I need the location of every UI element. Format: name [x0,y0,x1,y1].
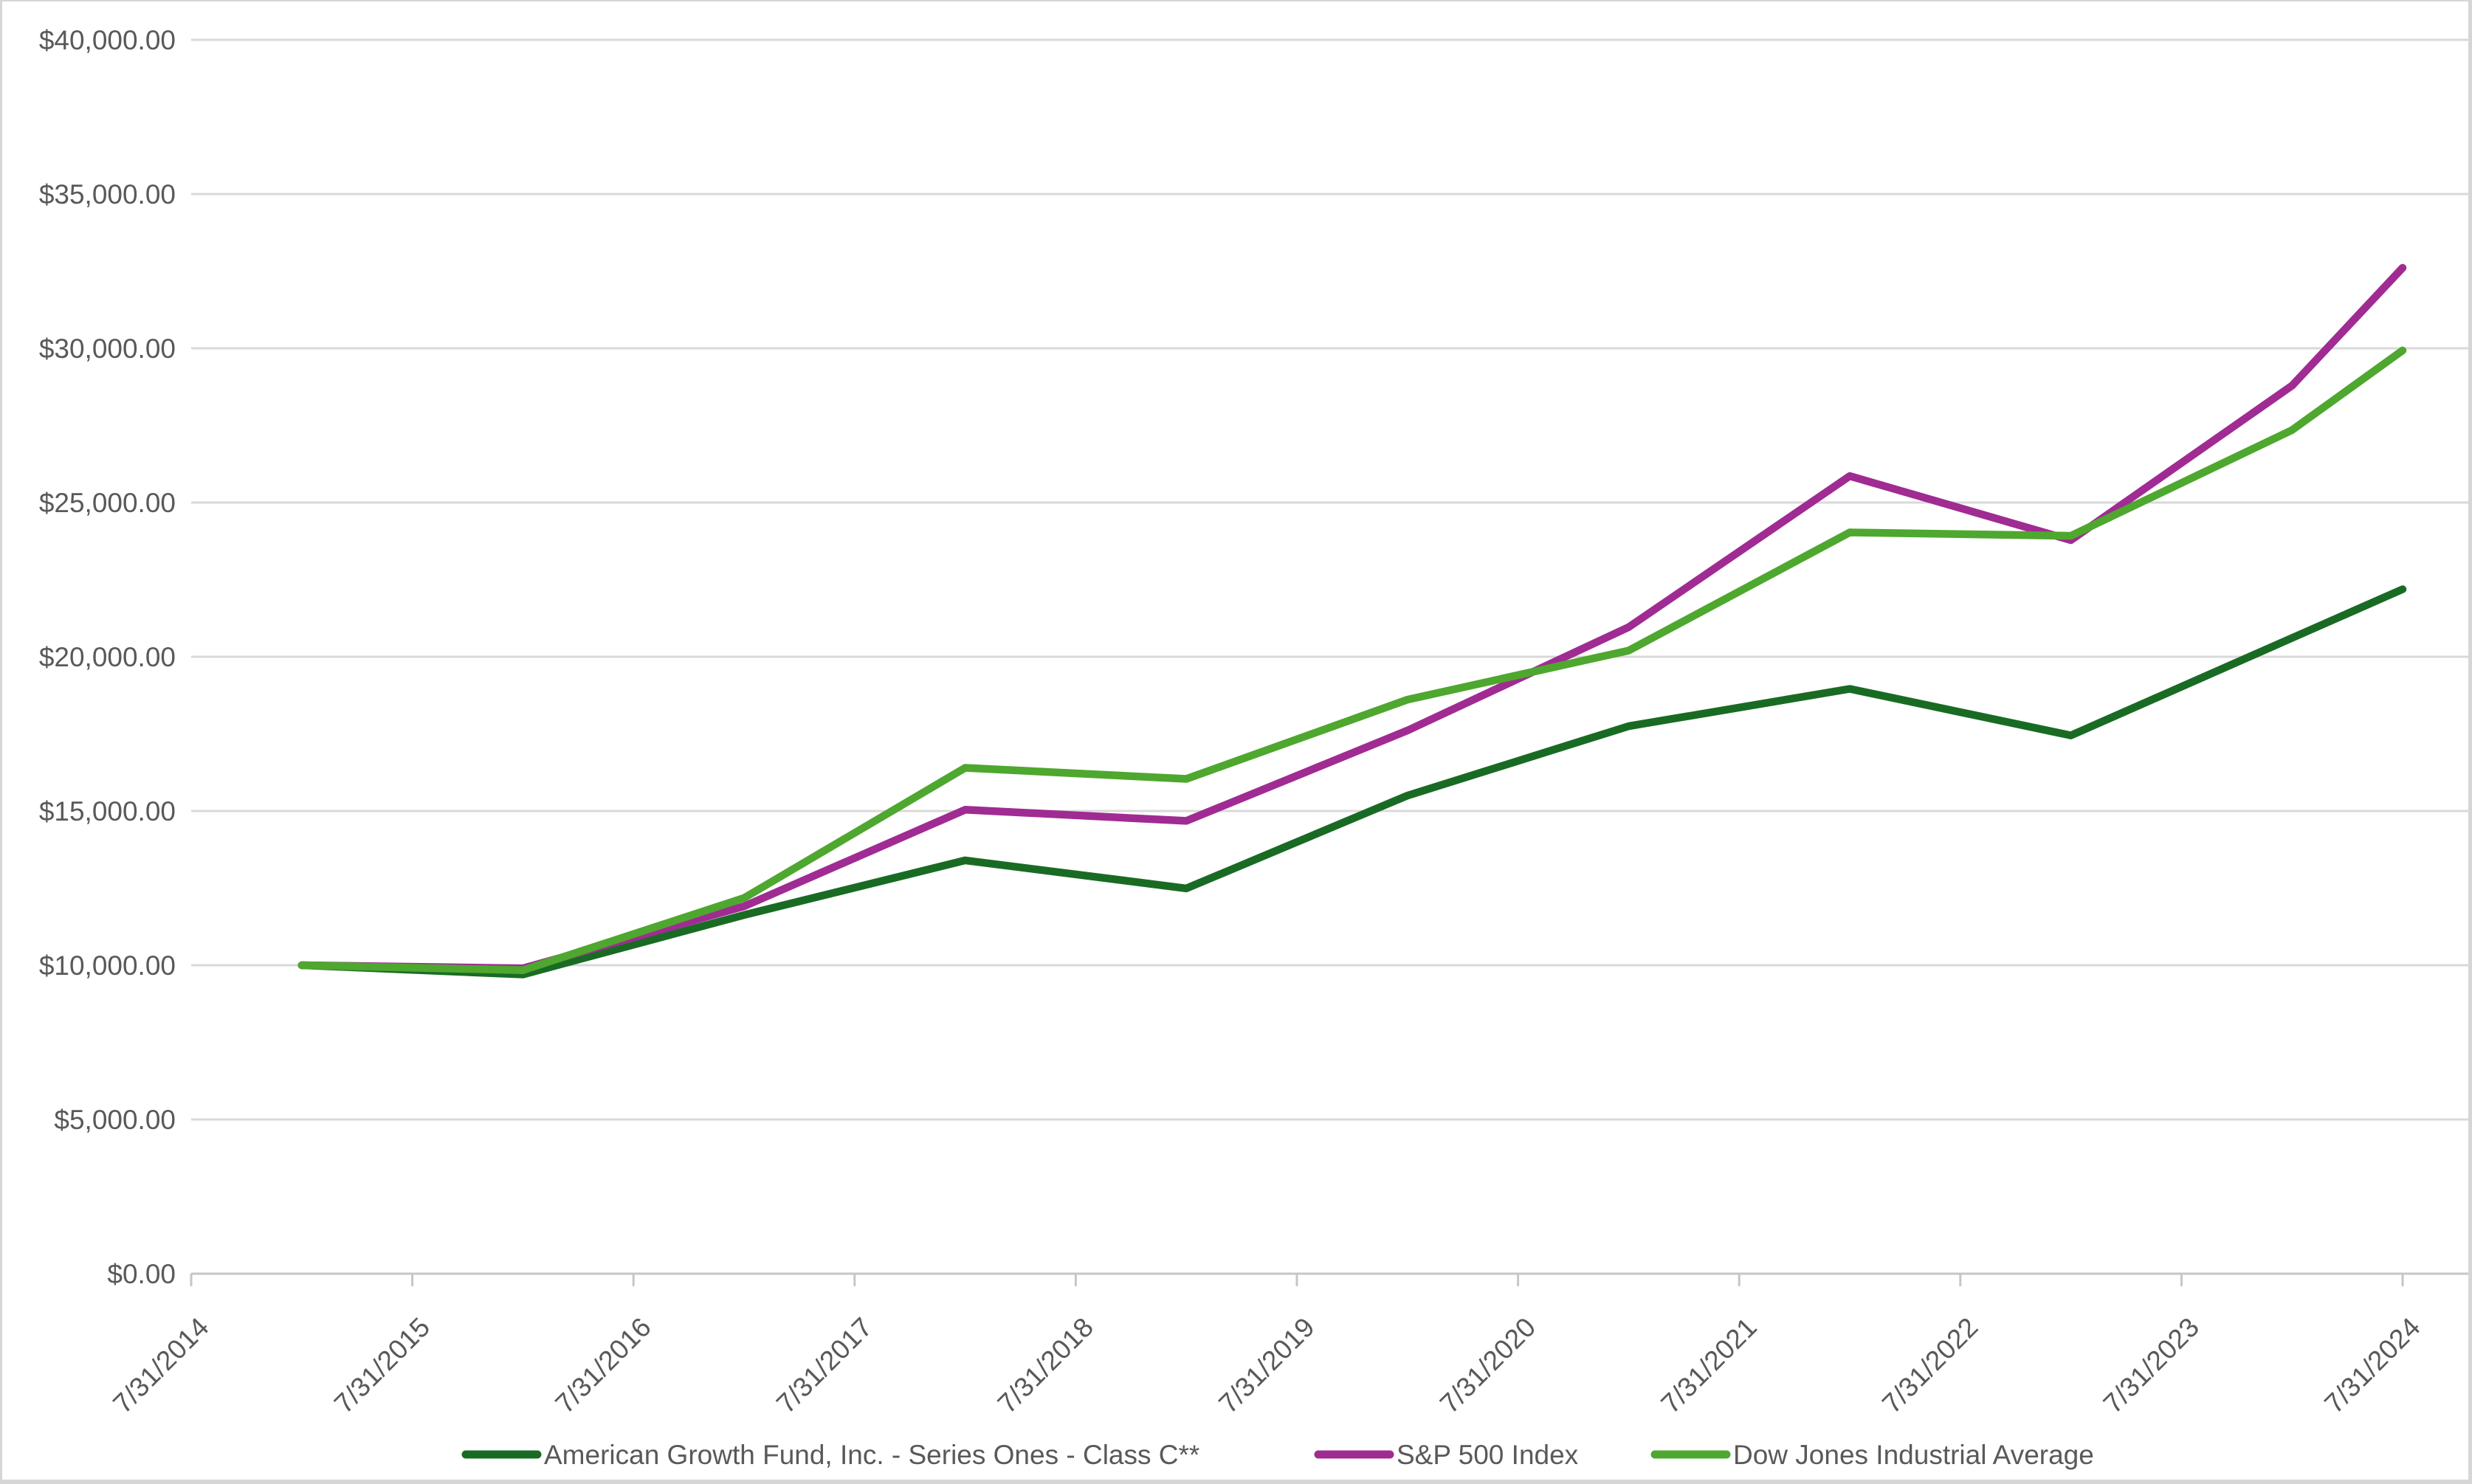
y-axis-tick-label: $15,000.00 [39,796,176,826]
frame-top [0,0,2472,1]
frame-left [0,0,2,1484]
legend-label-2: Dow Jones Industrial Average [1733,1440,2094,1470]
y-axis-tick-label: $35,000.00 [39,179,176,210]
frame-right [2468,0,2472,1484]
series-line-0 [297,585,2407,979]
y-axis-tick-label: $20,000.00 [39,642,176,672]
series-line-1 [297,263,2407,973]
legend-label-1: S&P 500 Index [1397,1440,1579,1470]
y-axis-tick-label: $10,000.00 [39,950,176,981]
y-axis-tick-label: $40,000.00 [39,25,176,55]
y-axis-tick-label: $0.00 [107,1259,176,1289]
legend-label-0: American Growth Fund, Inc. - Series Ones… [544,1440,1199,1470]
y-axis-tick-label: $25,000.00 [39,488,176,518]
y-axis-tick-label: $5,000.00 [54,1105,176,1135]
frame-bottom [0,1480,2472,1484]
series-line-2 [297,346,2407,974]
y-axis-tick-label: $30,000.00 [39,334,176,364]
